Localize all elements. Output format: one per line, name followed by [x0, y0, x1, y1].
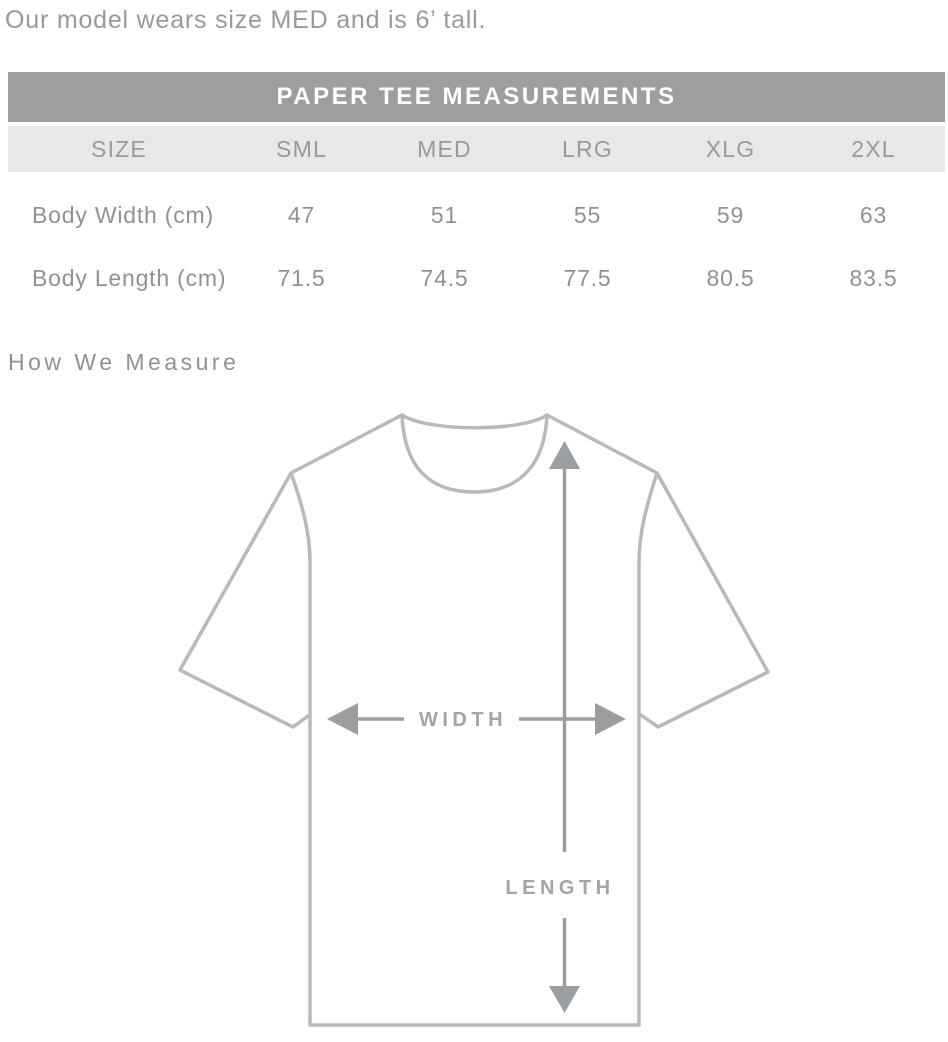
width-arrow-left-icon [327, 703, 358, 735]
diagram-labels: WIDTH LENGTH [419, 709, 614, 899]
column-header-xlg: XLG [705, 135, 756, 162]
row-label-body-length: Body Length (cm) [32, 265, 227, 291]
width-label: WIDTH [419, 709, 507, 731]
body-length-lrg: 77.5 [563, 265, 612, 291]
row-label-body-width: Body Width (cm) [32, 202, 214, 228]
body-width-2xl: 63 [859, 202, 888, 228]
column-header-lrg: LRG [562, 135, 613, 162]
body-length-med: 74.5 [420, 265, 469, 291]
body-width-xlg: 59 [716, 202, 745, 228]
body-length-2xl: 83.5 [849, 265, 898, 291]
column-header-sml: SML [276, 135, 327, 162]
size-chart-table: PAPER TEE MEASUREMENTS SIZE SML MED LRG … [8, 72, 945, 310]
table-row: Body Length (cm) 71.5 74.5 77.5 80.5 83.… [8, 247, 945, 310]
table-title: PAPER TEE MEASUREMENTS [276, 83, 677, 110]
width-arrow-right-icon [595, 703, 626, 735]
arrowheads [327, 441, 626, 1013]
column-header-2xl: 2XL [851, 135, 896, 162]
measurement-arrow-lines [358, 468, 595, 987]
body-width-lrg: 55 [573, 202, 602, 228]
model-size-note: Our model wears size MED and is 6’ tall. [5, 6, 487, 34]
how-we-measure-heading: How We Measure [8, 349, 240, 375]
body-length-xlg: 80.5 [706, 265, 755, 291]
body-width-sml: 47 [287, 202, 316, 228]
length-arrow-down-icon [549, 986, 580, 1013]
body-width-med: 51 [430, 202, 459, 228]
table-title-bar: PAPER TEE MEASUREMENTS [8, 72, 945, 122]
body-length-sml: 71.5 [277, 265, 326, 291]
table-row: Body Width (cm) 47 51 55 59 63 [8, 184, 945, 247]
column-header-med: MED [417, 135, 472, 162]
tshirt-outline-icon [178, 413, 770, 1027]
column-header-size: SIZE [91, 135, 147, 162]
length-label: LENGTH [505, 877, 614, 899]
length-arrow-up-icon [549, 441, 580, 469]
table-body: Body Width (cm) 47 51 55 59 63 Body Leng… [8, 172, 945, 310]
table-header-row: SIZE SML MED LRG XLG 2XL [8, 126, 945, 172]
